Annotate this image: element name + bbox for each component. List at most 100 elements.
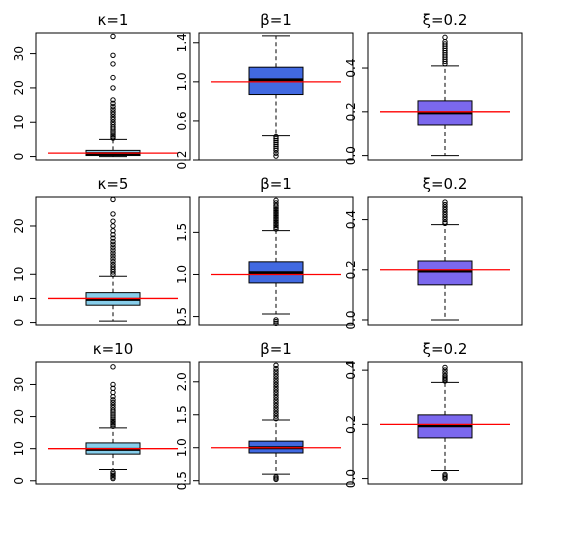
outlier-point (442, 204, 448, 210)
outlier-point (110, 132, 116, 138)
outlier-point (110, 253, 116, 259)
outlier-point (273, 206, 279, 212)
outlier-point (273, 217, 279, 224)
panel-9: ξ=0.2 0.0 0.2 0.4 (344, 340, 523, 488)
outlier-point (273, 226, 279, 232)
outlier-point (110, 471, 116, 477)
panel-1: κ=1 0 10 20 30 (12, 11, 191, 161)
y-axis: 0 10 20 30 (12, 46, 37, 161)
interquartile-box (417, 260, 473, 286)
outliers (110, 33, 116, 141)
outlier-point (110, 196, 116, 203)
y-tick-label: 0.5 (175, 307, 189, 326)
outlier-point (110, 364, 116, 370)
outlier-point (442, 34, 448, 41)
outlier-point (273, 133, 279, 140)
outlier-point (273, 402, 279, 409)
outlier-point (110, 111, 116, 118)
y-axis: 0.0 0.2 0.4 (344, 361, 369, 488)
outlier-point (110, 420, 116, 426)
outlier-point (273, 197, 279, 204)
y-tick-label: 1.5 (175, 405, 189, 424)
outlier-point (110, 100, 116, 107)
panel-title: ξ=0.2 (423, 175, 468, 193)
panel-title: β=1 (260, 11, 292, 29)
outlier-point (110, 250, 116, 256)
outlier-point (110, 116, 116, 123)
outlier-point (273, 317, 279, 323)
outlier-point (273, 381, 279, 388)
outlier-point (110, 472, 116, 479)
outlier-point (273, 397, 279, 403)
y-axis: 0.0 0.2 0.4 (344, 210, 369, 330)
outlier-point (273, 221, 279, 227)
outlier-point (110, 469, 116, 475)
outlier-point (273, 212, 279, 219)
outliers (442, 364, 448, 482)
outlier-point (110, 415, 116, 421)
outlier-point (110, 397, 116, 403)
y-axis: 0.5 1.0 1.5 2.0 (175, 372, 200, 490)
outlier-point (110, 106, 116, 112)
y-tick-label: 0 (12, 319, 26, 327)
panel-3: ξ=0.2 0.0 0.2 0.4 (344, 11, 523, 165)
outlier-point (110, 413, 116, 419)
outlier-point (273, 219, 279, 225)
outlier-point (110, 247, 116, 253)
outlier-point (110, 130, 116, 136)
y-tick-label: 0.2 (344, 102, 358, 121)
outlier-point (442, 372, 448, 379)
outliers (442, 199, 448, 227)
outlier-point (110, 402, 116, 408)
panel-6: ξ=0.2 0.0 0.2 0.4 (344, 175, 523, 330)
panel-title: κ=5 (98, 175, 129, 193)
panel-5: β=1 0.5 1.0 1.5 (175, 175, 354, 327)
y-tick-label: 5 (12, 295, 26, 303)
outlier-point (273, 153, 279, 159)
y-tick-label: 10 (12, 115, 26, 130)
plot-frame (35, 361, 191, 485)
outlier-point (273, 413, 279, 419)
y-tick-label: 0.6 (175, 111, 189, 130)
outlier-point (273, 209, 279, 215)
y-tick-label: 20 (12, 80, 26, 95)
y-tick-label: 10 (12, 267, 26, 282)
y-axis: 0.2 0.6 1.0 1.4 (175, 33, 200, 170)
outlier-point (110, 417, 116, 423)
y-tick-label: 0.2 (344, 260, 358, 279)
outlier-point (110, 52, 116, 59)
outlier-point (110, 261, 116, 268)
outlier-point (442, 209, 448, 215)
outlier-point (110, 238, 116, 245)
outlier-point (442, 211, 448, 218)
outlier-point (273, 135, 279, 142)
outlier-point (110, 218, 116, 224)
y-tick-label: 0.4 (344, 210, 358, 229)
y-tick-label: 0 (12, 153, 26, 161)
outlier-point (273, 394, 279, 401)
y-axis: 0.0 0.2 0.4 (344, 58, 369, 165)
outlier-point (442, 201, 448, 208)
panel-title: ξ=0.2 (423, 11, 468, 29)
outlier-point (273, 207, 279, 214)
outlier-point (110, 244, 116, 250)
y-axis: 0 5 10 20 (12, 218, 37, 327)
outlier-point (273, 392, 279, 398)
y-tick-label: 0.2 (344, 415, 358, 434)
outlier-point (110, 33, 116, 40)
outlier-point (442, 370, 448, 376)
outlier-point (273, 384, 279, 390)
outlier-point (273, 474, 279, 480)
outlier-point (110, 61, 116, 67)
outlier-point (110, 74, 116, 81)
outlier-point (273, 202, 279, 209)
y-tick-label: 2.0 (175, 372, 189, 391)
y-tick-label: 1.4 (175, 33, 189, 52)
outlier-point (273, 379, 279, 385)
outlier-point (110, 121, 116, 128)
panel-title: β=1 (260, 340, 292, 358)
outliers (273, 197, 279, 327)
outlier-point (442, 367, 448, 373)
outlier-point (273, 368, 279, 374)
outlier-point (110, 259, 116, 265)
